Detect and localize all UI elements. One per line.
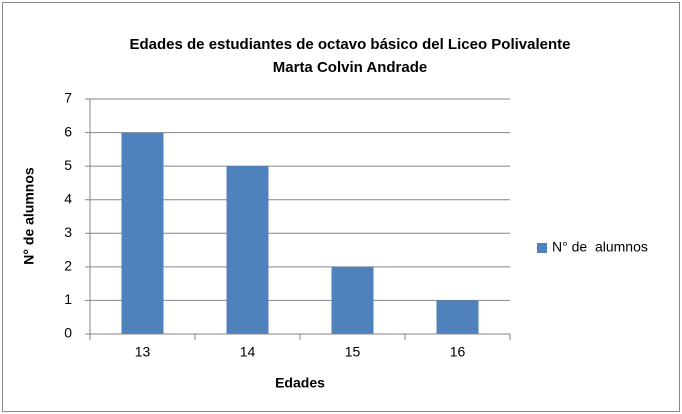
y-tick-label: 3 <box>64 224 72 240</box>
x-tick-label: 14 <box>240 344 256 360</box>
legend-swatch <box>537 243 547 253</box>
y-tick-label: 0 <box>64 325 72 341</box>
bar <box>226 166 269 334</box>
bar <box>436 300 479 334</box>
y-tick-label: 7 <box>64 90 72 106</box>
chart-title: Edades de estudiantes de octavo básico d… <box>130 36 571 53</box>
y-tick-label: 2 <box>64 258 72 274</box>
bar <box>331 266 374 334</box>
x-tick-label: 13 <box>135 344 151 360</box>
y-axis-label: N° de alumnos <box>21 167 37 265</box>
y-tick-label: 1 <box>64 291 72 307</box>
x-axis-label: Edades <box>275 375 325 391</box>
bar <box>121 132 164 334</box>
y-tick-label: 5 <box>64 157 72 173</box>
legend-label: N° de alumnos <box>552 239 648 255</box>
x-tick-label: 16 <box>450 344 466 360</box>
y-tick-label: 6 <box>64 123 72 139</box>
y-tick-label: 4 <box>64 190 72 206</box>
chart-title: Marta Colvin Andrade <box>273 59 427 76</box>
x-tick-label: 15 <box>345 344 361 360</box>
